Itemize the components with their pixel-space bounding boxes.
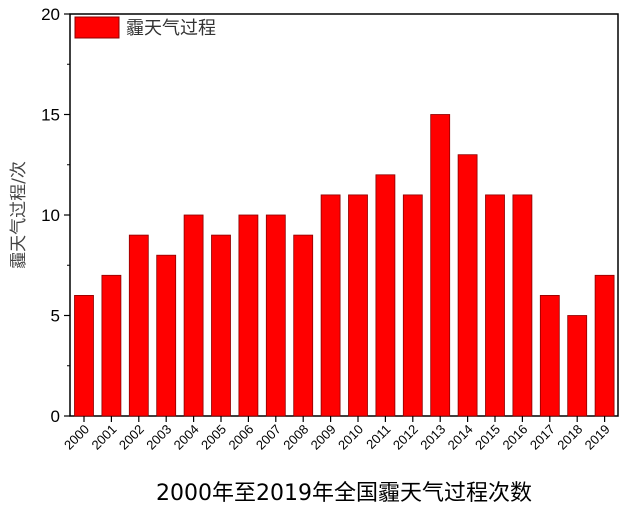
bar-2010 bbox=[348, 194, 368, 417]
y-axis: 0 5 10 15 20 bbox=[41, 5, 70, 426]
x-tick-label: 2005 bbox=[198, 422, 229, 453]
x-tick-label: 2006 bbox=[225, 422, 256, 453]
x-tick-label: 2010 bbox=[335, 422, 366, 453]
plot-frame bbox=[69, 13, 619, 417]
bar-2009 bbox=[320, 194, 341, 417]
x-tick-label: 2003 bbox=[143, 422, 174, 453]
x-tick-label: 2007 bbox=[253, 422, 284, 453]
bar-2006 bbox=[238, 214, 259, 417]
x-tick-label: 2014 bbox=[445, 422, 476, 453]
x-tick-label: 2018 bbox=[554, 422, 585, 453]
x-axis: 2000200120022003200420052006200720082009… bbox=[61, 416, 613, 453]
plot-border bbox=[69, 13, 619, 417]
legend-swatch bbox=[74, 16, 120, 39]
x-tick-label: 2019 bbox=[582, 422, 613, 453]
bar-2013 bbox=[430, 114, 451, 417]
x-tick-label: 2008 bbox=[280, 422, 311, 453]
bar-2005 bbox=[211, 234, 231, 417]
bar-2017 bbox=[539, 294, 560, 417]
bar-2014 bbox=[457, 154, 478, 417]
bars bbox=[74, 114, 615, 417]
bar-2001 bbox=[101, 274, 122, 417]
bar-2018 bbox=[567, 315, 588, 417]
x-tick-label: 2013 bbox=[417, 422, 448, 453]
bar-2016 bbox=[512, 194, 533, 417]
bar-2002 bbox=[128, 234, 149, 417]
x-tick-label: 2012 bbox=[390, 422, 421, 453]
y-tick-label: 20 bbox=[41, 5, 60, 24]
y-axis-label: 霾天气过程/次 bbox=[9, 161, 29, 269]
y-tick-label: 0 bbox=[51, 407, 60, 426]
x-tick-label: 2017 bbox=[527, 422, 558, 453]
legend-label: 霾天气过程 bbox=[126, 18, 216, 39]
x-tick-label: 2000 bbox=[61, 422, 92, 453]
x-tick-label: 2009 bbox=[308, 422, 339, 453]
bar-2007 bbox=[265, 214, 286, 417]
x-tick-label: 2015 bbox=[472, 422, 503, 453]
x-tick-label: 2004 bbox=[171, 422, 202, 453]
bar-2004 bbox=[183, 214, 204, 417]
bar-2019 bbox=[594, 274, 615, 417]
x-tick-label: 2016 bbox=[499, 422, 530, 453]
bar-2015 bbox=[485, 194, 505, 417]
x-axis-title: 2000年至2019年全国霾天气过程次数 bbox=[156, 481, 532, 506]
bar-2003 bbox=[156, 254, 177, 417]
y-tick-label: 15 bbox=[41, 106, 60, 125]
x-tick-label: 2002 bbox=[116, 422, 147, 453]
y-tick-label: 10 bbox=[41, 206, 60, 225]
bar-2008 bbox=[293, 234, 314, 417]
legend: 霾天气过程 bbox=[74, 16, 216, 39]
bar-2000 bbox=[74, 294, 94, 417]
x-tick-label: 2001 bbox=[88, 422, 119, 453]
bar-2012 bbox=[402, 194, 423, 417]
x-tick-label: 2011 bbox=[363, 422, 393, 452]
bar-2011 bbox=[375, 174, 396, 417]
y-tick-label: 5 bbox=[51, 307, 60, 326]
